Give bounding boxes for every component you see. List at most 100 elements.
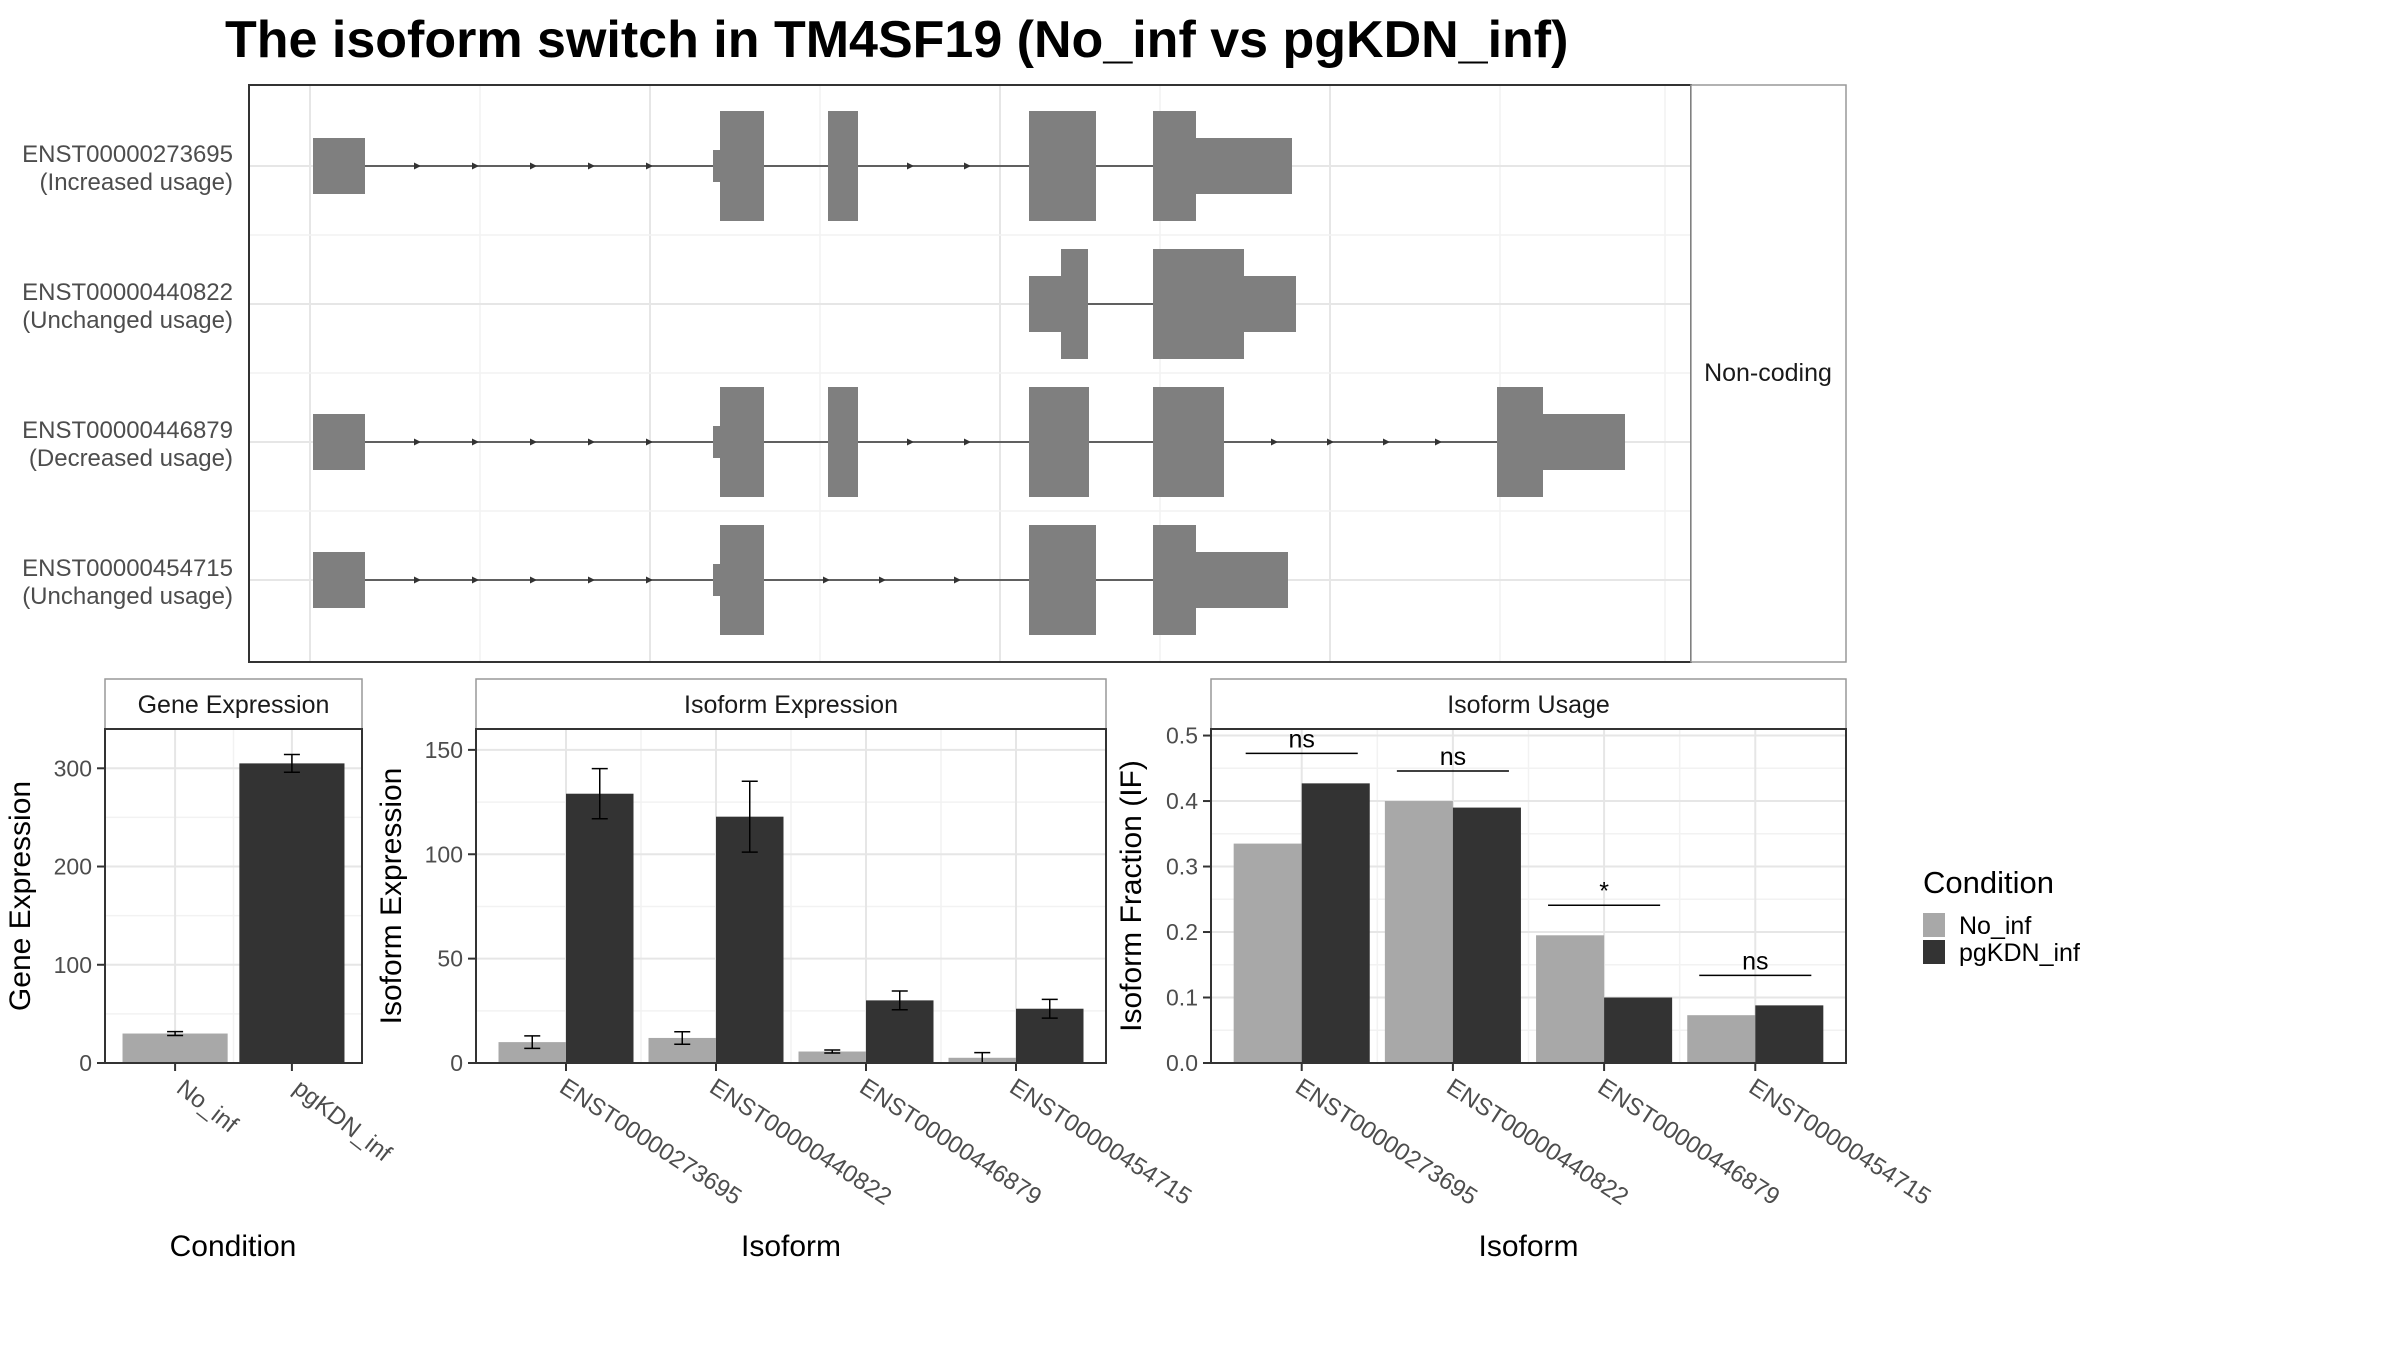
- transcript-4-exon-1: [313, 552, 365, 608]
- transcript-3-arrow-6: [907, 438, 914, 446]
- isoform-usage-strip: [1210, 678, 1847, 730]
- transcript-3-exon-3: [720, 387, 764, 497]
- isoform-expression-title: Isoform Expression: [684, 691, 898, 719]
- isoform-usage-x-label: Isoform: [1478, 1230, 1578, 1263]
- isoform-usage-panel: Isoform Usage ns ns * ns 0.0 0.1 0.2 0.3 0.4 0.5…: [1115, 678, 1936, 1263]
- transcript-3-exon-5: [1029, 387, 1089, 497]
- gene-expression-panel: Gene Expression 0 100 200 300 No_inf pgKDN_i…: [4, 678, 397, 1263]
- p0-ytick-label-1: 0: [79, 1050, 92, 1076]
- transcript-1: [313, 111, 1292, 221]
- p2-significance-label-3: *: [1599, 877, 1609, 905]
- p1-ytick-label-2: 50: [437, 946, 463, 972]
- gene-expression-x-label: Condition: [170, 1230, 297, 1263]
- transcript-3-exon-4: [828, 387, 858, 497]
- isoform-usage-y-label: Isoform Fraction (IF): [1115, 760, 1148, 1032]
- legend-label-no-inf: No_inf: [1959, 912, 2031, 940]
- isoform-label-2-status: (Unchanged usage): [22, 307, 233, 334]
- transcript-4-exon-4: [1029, 525, 1096, 635]
- p1-ytick-label-1: 0: [450, 1050, 463, 1076]
- p2-ytick-label-5: 0.4: [1166, 788, 1198, 814]
- transcript-3: [313, 387, 1625, 497]
- transcript-1-exon-2: [713, 150, 720, 182]
- transcript-1-exon-6: [1153, 111, 1196, 221]
- transcript-4-arrow-8: [954, 576, 961, 584]
- p2-significance-label-2: ns: [1440, 743, 1466, 771]
- transcript-1-arrow-6: [907, 162, 914, 170]
- transcript-4-exon-2: [713, 564, 720, 596]
- transcript-3-arrow-3: [530, 438, 537, 446]
- p0-xtick-label-2: pgKDN_inf: [288, 1074, 396, 1167]
- isoform-label-2-id: ENST00000440822: [22, 279, 233, 306]
- transcript-1-exon-4: [828, 111, 858, 221]
- transcript-2-exon-2: [1061, 249, 1088, 359]
- p2-bar-pgkdn-inf-1: [1301, 783, 1370, 1063]
- isoform-expression-y-label: Isoform Expression: [375, 768, 408, 1025]
- transcript-3-exon-8: [1543, 414, 1625, 470]
- isoform-label-3-status: (Decreased usage): [29, 445, 233, 472]
- transcript-4-arrow-4: [588, 576, 595, 584]
- transcript-2-exon-1: [1029, 276, 1061, 332]
- p0-errorbar-1: [167, 1030, 184, 1037]
- isoform-expression-x-label: Isoform: [741, 1230, 841, 1263]
- gene-expression-strip: [104, 678, 363, 730]
- structure-transcripts: [313, 111, 1625, 635]
- p1-errorbar-no-inf-1: [524, 1035, 541, 1050]
- p1-bar-pgkdn-inf-1: [566, 793, 634, 1063]
- p2-significance-1: ns: [1245, 725, 1358, 755]
- isoform-label-4-status: (Unchanged usage): [22, 583, 233, 610]
- p0-xtick-label-1: No_inf: [171, 1074, 243, 1138]
- transcript-1-arrow-1: [414, 162, 421, 170]
- isoform-usage-bars: ns ns * ns: [1233, 725, 1824, 1063]
- p1-bar-pgkdn-inf-3: [866, 1000, 934, 1063]
- isoform-labels: ENST00000273695 (Increased usage) ENST00…: [22, 141, 233, 610]
- transcript-1-exon-1: [313, 138, 365, 194]
- transcript-4-exon-6: [1196, 552, 1288, 608]
- legend-swatch-pgkdn-inf: [1923, 940, 1945, 964]
- transcript-4-exon-3: [720, 525, 764, 635]
- isoform-expression-plot-border: [475, 728, 1107, 1064]
- isoform-usage-y-axis: 0.0 0.1 0.2 0.3 0.4 0.5: [1166, 723, 1211, 1076]
- isoform-label-4-id: ENST00000454715: [22, 555, 233, 582]
- isoform-usage-title: Isoform Usage: [1447, 691, 1610, 719]
- transcript-1-exon-7: [1196, 138, 1292, 194]
- gene-expression-y-axis: 0 100 200 300: [54, 755, 105, 1076]
- transcript-1-arrow-5: [646, 162, 653, 170]
- transcript-3-arrow-1: [414, 438, 421, 446]
- p0-errorbar-2: [283, 753, 300, 773]
- transcript-4-arrow-6: [823, 576, 830, 584]
- transcript-1-exon-5: [1029, 111, 1096, 221]
- p2-significance-3: *: [1548, 877, 1661, 907]
- transcript-4-exon-5: [1153, 525, 1196, 635]
- transcript-4-arrow-2: [472, 576, 479, 584]
- isoform-expression-x-axis: ENST00000273695ENST00000440822ENST000004…: [555, 1063, 1196, 1211]
- p1-errorbar-pgkdn-inf-1: [591, 767, 608, 820]
- p0-ytick-label-2: 100: [54, 952, 92, 978]
- transcript-4: [313, 525, 1288, 635]
- p2-significance-label-1: ns: [1289, 725, 1315, 753]
- p2-bar-no-inf-4: [1687, 1015, 1756, 1063]
- transcript-3-arrow-2: [472, 438, 479, 446]
- p2-bar-pgkdn-inf-2: [1452, 807, 1521, 1063]
- p2-significance-4: ns: [1699, 947, 1812, 977]
- transcript-4-arrow-1: [414, 576, 421, 584]
- isoform-label-3-id: ENST00000446879: [22, 417, 233, 444]
- transcript-3-exon-2: [713, 426, 720, 458]
- legend: Condition No_inf pgKDN_inf: [1923, 865, 2080, 967]
- legend-label-pgkdn-inf: pgKDN_inf: [1959, 939, 2080, 967]
- structure-strip: [1690, 84, 1847, 663]
- transcript-1-arrow-4: [588, 162, 595, 170]
- p2-significance-label-4: ns: [1742, 947, 1768, 975]
- p1-errorbar-pgkdn-inf-3: [891, 990, 908, 1011]
- p0-bar-pgkdn-inf: [239, 763, 345, 1063]
- gene-expression-x-axis: No_inf pgKDN_inf: [171, 1063, 397, 1167]
- transcript-3-arrow-9: [1327, 438, 1334, 446]
- figure-title: The isoform switch in TM4SF19 (No_inf vs…: [225, 11, 1568, 69]
- p1-ytick-label-4: 150: [425, 737, 463, 763]
- transcript-4-arrow-7: [879, 576, 886, 584]
- p2-ytick-label-4: 0.3: [1166, 854, 1198, 880]
- legend-title: Condition: [1923, 865, 2054, 900]
- transcript-3-arrow-4: [588, 438, 595, 446]
- isoform-expression-bars: [498, 767, 1084, 1064]
- transcript-3-arrow-11: [1435, 438, 1442, 446]
